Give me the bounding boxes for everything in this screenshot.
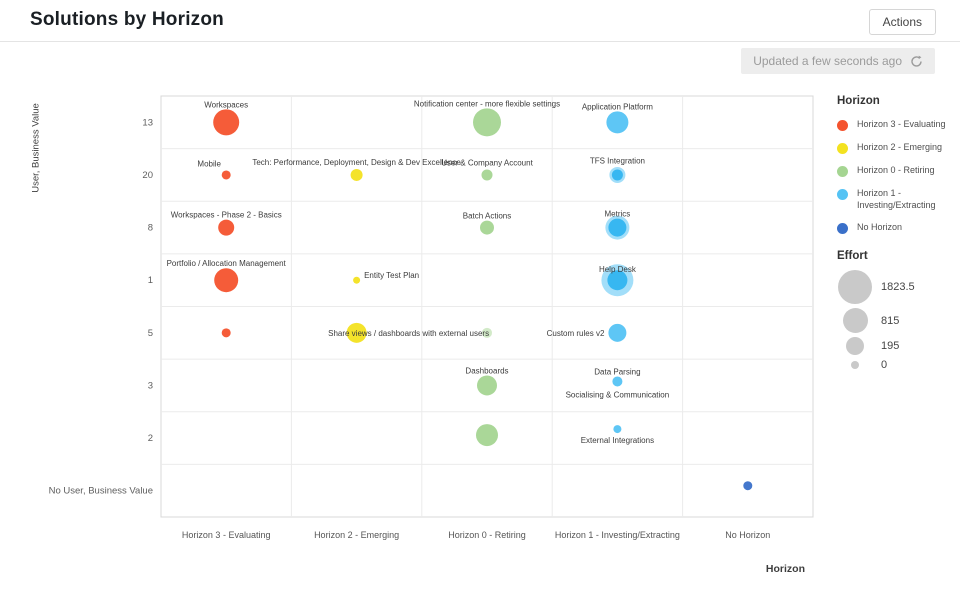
bubble[interactable] [221,170,231,180]
effort-size-value: 815 [881,314,900,327]
bubble-label: Custom rules v2 [547,329,605,338]
bubble-label: Tech: Performance, Deployment, Design & … [252,158,461,167]
bubble-label: Metrics [605,210,631,219]
bubble[interactable] [607,270,628,291]
effort-size-value: 195 [881,340,900,352]
bubble[interactable] [214,268,239,293]
legend-item[interactable]: Horizon 0 - Retiring [837,165,960,177]
bubble[interactable] [480,220,494,235]
bubble-label: Batch Actions [463,212,511,221]
legend-item[interactable]: Horizon 2 - Emerging [837,142,960,154]
effort-size-circle [842,308,868,333]
bubble[interactable] [218,219,235,236]
legend-color-dot [837,143,848,154]
bubble[interactable] [221,328,231,338]
legend-color-dot [837,223,848,234]
legend-item-label: Horizon 1 - Investing/Extracting [857,188,936,210]
legend-color-dot [837,189,848,200]
bubble-label: Mobile [197,159,221,168]
bubble[interactable] [608,323,627,342]
page-title: Solutions by Horizon [30,9,224,30]
effort-size-value: 1823.5 [881,281,915,293]
y-tick-label: 3 [148,380,153,391]
legend-horizon-title: Horizon [837,95,880,107]
bubble-label: Data Parsing [594,367,640,376]
legend-item-label: Horizon 2 - Emerging [857,142,943,152]
legend-color-dot [837,120,848,131]
bubble[interactable] [482,327,492,338]
legend-item-label: Horizon 0 - Retiring [857,165,935,175]
legend-item[interactable]: No Horizon [837,222,960,234]
bubble-label: Notification center - more flexible sett… [414,99,560,108]
bubble[interactable] [353,276,361,284]
bubble[interactable] [350,168,363,181]
y-tick-label: 8 [148,223,153,234]
bubble[interactable] [613,425,622,434]
effort-size-row: 0 [837,359,960,371]
bubble[interactable] [477,375,497,396]
bubble-label: Help Desk [599,265,637,274]
effort-circle-wrap [837,308,873,333]
chart-legend: Horizon Horizon 3 - Evaluating Horizon 2 … [837,95,960,375]
bubble-label: Socialising & Communication [566,390,670,399]
legend-color-dot [837,166,848,177]
effort-size-circle [846,337,864,355]
legend-effort-items: 1823.5 815 195 0 [837,270,960,371]
refresh-icon[interactable] [910,55,923,68]
updated-status-bar: Updated a few seconds ago [741,48,935,74]
bubble[interactable] [608,218,627,237]
effort-circle-wrap [837,270,873,304]
x-tick-label: Horizon 3 - Evaluating [182,530,271,540]
effort-circle-wrap [837,337,873,355]
x-tick-label: Horizon 0 - Retiring [448,530,526,540]
y-tick-label: 5 [148,328,153,339]
effort-size-circle [851,361,859,369]
legend-item[interactable]: Horizon 1 - Investing/Extracting [837,188,960,211]
legend-horizon-items: Horizon 3 - Evaluating Horizon 2 - Emergi… [837,119,960,234]
effort-size-row: 815 [837,308,960,333]
effort-circle-wrap [837,361,873,369]
updated-text: Updated a few seconds ago [753,54,902,68]
x-tick-label: Horizon 2 - Emerging [314,530,399,540]
y-tick-label: 20 [142,170,153,181]
bubble[interactable] [346,322,367,343]
x-tick-label: No Horizon [725,530,770,540]
legend-item[interactable]: Horizon 3 - Evaluating [837,119,960,131]
effort-size-circle [838,270,872,304]
bubble[interactable] [606,111,629,134]
bubble[interactable] [476,424,498,447]
y-tick-label: 13 [142,117,153,128]
x-tick-label: Horizon 1 - Investing/Extracting [555,530,680,540]
bubble-label: User & Company Account [441,158,533,167]
bubble-label: Share views / dashboards with external u… [328,329,489,338]
bubble[interactable] [213,109,240,136]
y-tick-label: No User, Business Value [49,486,153,497]
legend-item-label: No Horizon [857,222,903,232]
bubble-label: Entity Test Plan [364,271,419,280]
bubble[interactable] [473,108,501,137]
bubble-label: Portfolio / Allocation Management [167,259,287,268]
bubble-label: External Integrations [581,436,654,445]
bubble-label: Dashboards [465,366,508,375]
bubble[interactable] [743,481,753,491]
x-axis-title: Horizon [765,563,805,575]
y-tick-label: 2 [148,433,153,444]
effort-size-value: 0 [881,359,888,371]
bubble-label: TFS Integration [590,156,645,165]
effort-size-row: 1823.5 [837,270,960,304]
page-header: Solutions by Horizon Actions [0,0,960,42]
effort-size-row: 195 [837,337,960,355]
legend-effort-title: Effort [837,250,868,262]
bubble-label: Workspaces [204,100,248,109]
bubble[interactable] [612,376,623,387]
actions-button[interactable]: Actions [868,9,936,35]
bubble-label: Application Platform [582,102,653,111]
bubble[interactable] [481,169,493,181]
bubble[interactable] [611,169,623,181]
legend-item-label: Horizon 3 - Evaluating [857,119,946,129]
bubble-label: Workspaces - Phase 2 - Basics [171,211,282,220]
y-tick-label: 1 [148,275,153,286]
